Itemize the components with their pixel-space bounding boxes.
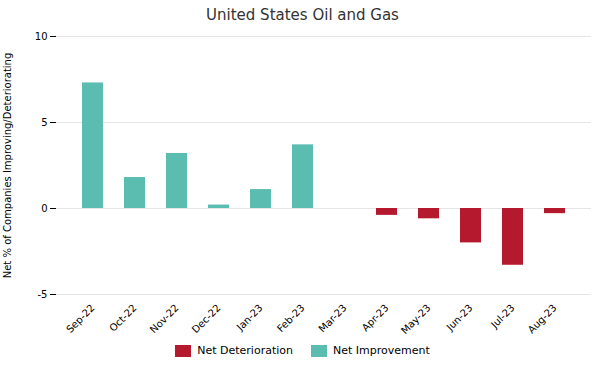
svg-text:Feb-23: Feb-23 [275, 302, 307, 334]
html-text:Net Deterioration: Net Deterioration [197, 344, 293, 357]
svg-text:Mar-23: Mar-23 [316, 302, 348, 334]
svg-text:Oct-22: Oct-22 [107, 302, 139, 334]
svg-text:0: 0 [41, 203, 47, 214]
svg-text:Aug-23: Aug-23 [526, 302, 559, 335]
html-text:Net Improvement: Net Improvement [333, 344, 430, 357]
svg-text:5: 5 [41, 117, 47, 128]
html-text:United States Oil and Gas: United States Oil and Gas [206, 6, 399, 24]
svg-text:Net % of Companies Improving/D: Net % of Companies Improving/Deteriorati… [2, 53, 13, 279]
svg-text:Jan-23: Jan-23 [234, 302, 265, 333]
svg-text:10: 10 [35, 31, 48, 42]
svg-text:-5: -5 [38, 289, 48, 300]
svg-text:Nov-22: Nov-22 [148, 302, 181, 335]
svg-text:Jun-23: Jun-23 [444, 302, 475, 333]
svg-text:Jul-23: Jul-23 [488, 302, 517, 331]
svg-text:Sep-22: Sep-22 [64, 302, 97, 335]
svg-text:Dec-22: Dec-22 [190, 302, 223, 335]
svg-text:Apr-23: Apr-23 [360, 302, 391, 333]
svg-text:May-23: May-23 [399, 302, 433, 336]
